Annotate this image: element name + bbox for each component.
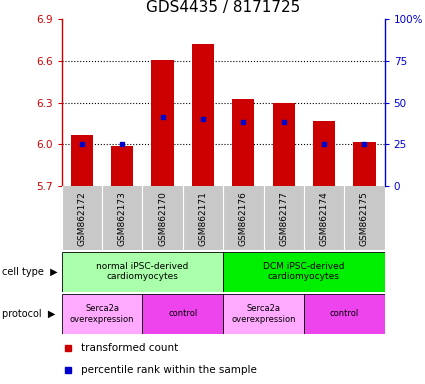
Text: Serca2a
overexpression: Serca2a overexpression	[70, 304, 134, 324]
Bar	[62, 294, 142, 334]
Bar	[151, 60, 174, 186]
Bar	[192, 44, 214, 186]
Text: normal iPSC-derived
cardiomyocytes: normal iPSC-derived cardiomyocytes	[96, 262, 189, 281]
Text: transformed count: transformed count	[81, 343, 178, 353]
Text: Serca2a
overexpression: Serca2a overexpression	[231, 304, 296, 324]
Text: GSM862173: GSM862173	[118, 191, 127, 246]
Bar	[313, 121, 335, 186]
Text: cell type  ▶: cell type ▶	[2, 266, 58, 277]
Bar	[62, 252, 223, 292]
Bar	[232, 99, 255, 186]
Bar	[111, 146, 133, 186]
Text: control: control	[168, 310, 197, 318]
Text: percentile rank within the sample: percentile rank within the sample	[81, 366, 257, 376]
Bar	[353, 142, 376, 186]
Bar	[223, 252, 385, 292]
Text: GSM862170: GSM862170	[158, 191, 167, 246]
Text: GSM862176: GSM862176	[239, 191, 248, 246]
Title: GDS4435 / 8171725: GDS4435 / 8171725	[146, 0, 300, 15]
Bar	[223, 294, 304, 334]
Bar	[272, 103, 295, 186]
Text: DCM iPSC-derived
cardiomyocytes: DCM iPSC-derived cardiomyocytes	[263, 262, 345, 281]
Text: GSM862174: GSM862174	[320, 191, 329, 246]
Bar	[71, 135, 93, 186]
Text: GSM862177: GSM862177	[279, 191, 288, 246]
Text: GSM862175: GSM862175	[360, 191, 369, 246]
Text: control: control	[330, 310, 359, 318]
Bar	[304, 294, 385, 334]
Text: GSM862172: GSM862172	[77, 191, 86, 246]
Bar	[142, 294, 223, 334]
Text: protocol  ▶: protocol ▶	[2, 309, 56, 319]
Text: GSM862171: GSM862171	[198, 191, 207, 246]
